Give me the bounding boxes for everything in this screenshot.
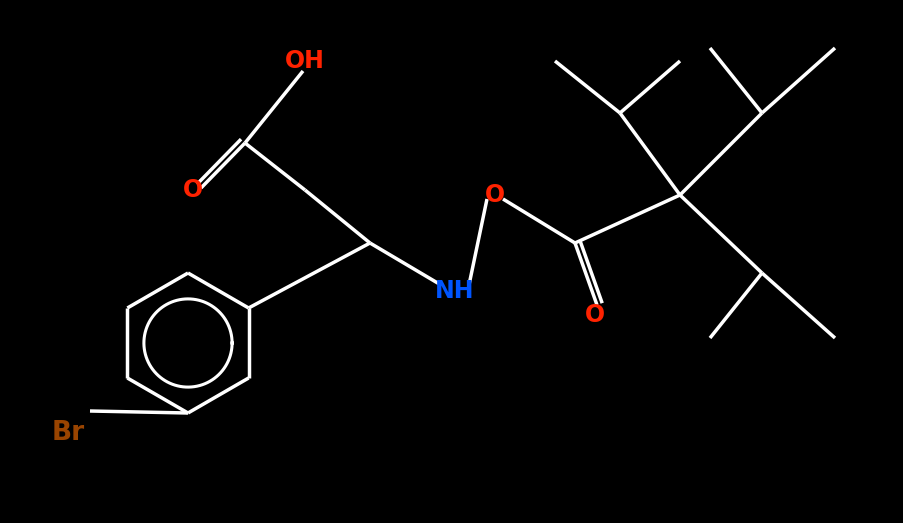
Text: NH: NH	[434, 279, 474, 303]
Text: OH: OH	[284, 49, 324, 73]
Text: O: O	[484, 183, 505, 207]
Text: Br: Br	[51, 420, 85, 446]
Text: O: O	[182, 178, 203, 202]
Text: O: O	[584, 303, 604, 327]
